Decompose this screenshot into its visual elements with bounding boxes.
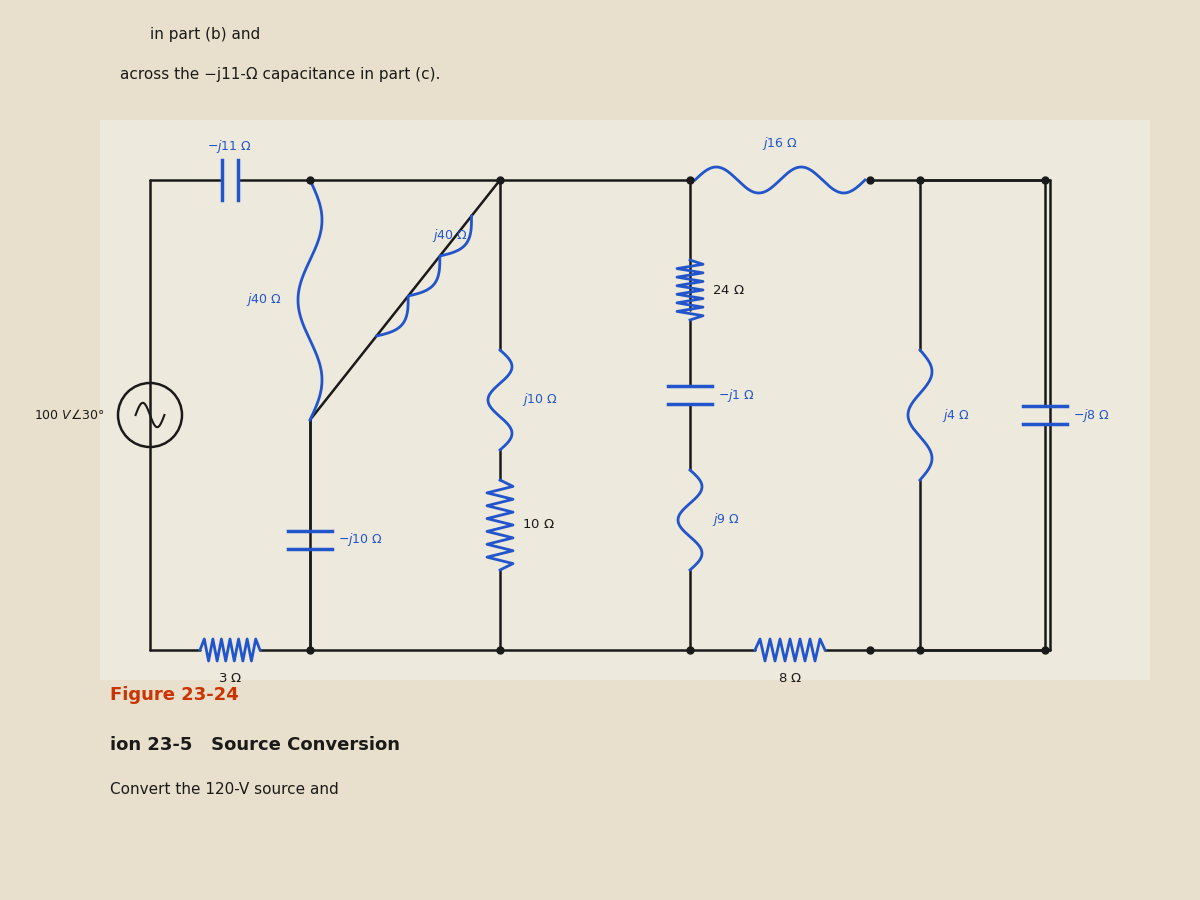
Text: $10\ \Omega$: $10\ \Omega$ bbox=[522, 518, 554, 532]
Text: $j16\ \Omega$: $j16\ \Omega$ bbox=[762, 135, 798, 152]
Text: $24\ \Omega$: $24\ \Omega$ bbox=[712, 284, 745, 296]
Text: $j10\ \Omega$: $j10\ \Omega$ bbox=[522, 392, 558, 409]
Text: $-j10\ \Omega$: $-j10\ \Omega$ bbox=[338, 532, 383, 548]
Text: $j9\ \Omega$: $j9\ \Omega$ bbox=[712, 511, 740, 528]
Text: $-j8\ \Omega$: $-j8\ \Omega$ bbox=[1073, 407, 1110, 424]
Text: $3\ \Omega$: $3\ \Omega$ bbox=[218, 672, 242, 685]
Text: $100\ V\angle 30°$: $100\ V\angle 30°$ bbox=[35, 408, 106, 422]
Text: $-j1\ \Omega$: $-j1\ \Omega$ bbox=[718, 386, 755, 403]
Text: ion 23-5   Source Conversion: ion 23-5 Source Conversion bbox=[110, 736, 400, 754]
Text: Convert the 120-V source and: Convert the 120-V source and bbox=[110, 782, 338, 797]
Text: $j40\ \Omega$: $j40\ \Omega$ bbox=[432, 227, 468, 244]
Text: in part (b) and: in part (b) and bbox=[150, 28, 260, 42]
Text: $8\ \Omega$: $8\ \Omega$ bbox=[778, 672, 802, 685]
Text: $-j11\ \Omega$: $-j11\ \Omega$ bbox=[208, 138, 252, 155]
Text: across the −j11-Ω capacitance in part (c).: across the −j11-Ω capacitance in part (c… bbox=[120, 68, 440, 83]
Text: $j40\ \Omega$: $j40\ \Omega$ bbox=[246, 292, 282, 309]
Text: Figure 23-24: Figure 23-24 bbox=[110, 686, 239, 704]
Text: $j4\ \Omega$: $j4\ \Omega$ bbox=[942, 407, 970, 424]
FancyBboxPatch shape bbox=[100, 120, 1150, 680]
